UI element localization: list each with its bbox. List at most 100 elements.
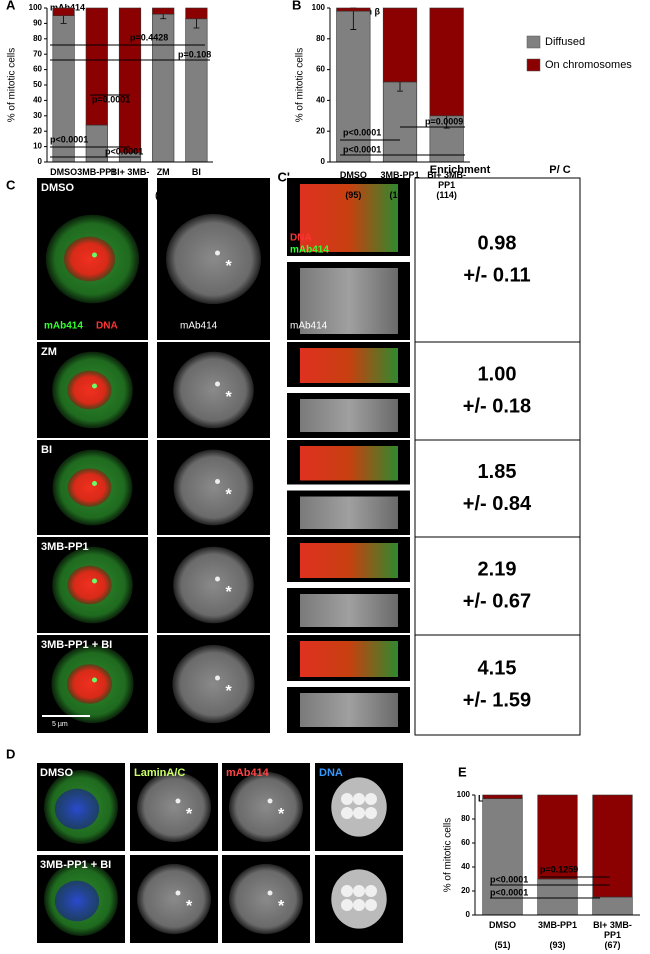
spot: [215, 479, 220, 484]
y-tick-label: 80: [316, 34, 325, 43]
chromatin-blob: [353, 793, 365, 805]
y-tick-label: 50: [33, 80, 42, 89]
asterisk: *: [278, 898, 285, 915]
enrichment-value: 2.19: [478, 558, 517, 580]
p-value: p=0.4428: [130, 32, 168, 42]
crop-label: mAb414: [290, 245, 329, 256]
spot: [215, 250, 220, 256]
y-axis-label: % of mitotic cells: [295, 48, 306, 122]
scale-bar-label: 5 µm: [52, 721, 68, 728]
p-value: p<0.0001: [490, 887, 528, 897]
y-tick-label: 40: [316, 96, 325, 105]
crop-label: mAb414: [290, 321, 328, 332]
row-label: 3MB-PP1: [41, 541, 89, 553]
chromatin-red: [66, 664, 113, 704]
crop-merge-signal: [300, 543, 398, 578]
x-tick-label: DMSO: [339, 170, 367, 180]
spot: [175, 890, 181, 896]
asterisk: *: [226, 584, 233, 601]
row-label: 3MB-PP1 + BI: [41, 639, 112, 651]
bar-segment: [482, 794, 523, 799]
enrichment-error: +/- 0.18: [463, 395, 531, 417]
enrichment-error: +/- 1.59: [463, 689, 531, 711]
count-label: (95): [345, 190, 362, 200]
bar-segment: [429, 7, 464, 117]
bar-segment: [382, 7, 418, 83]
x-tick-label: DMSO: [489, 920, 516, 930]
asterisk: *: [186, 898, 193, 915]
y-tick-label: 60: [461, 838, 470, 847]
crop-grey-signal: [300, 496, 398, 529]
spot: [267, 798, 273, 804]
channel-label: mAb414: [180, 321, 218, 332]
chromatin-red: [67, 468, 112, 507]
enrichment-value: 4.15: [478, 657, 517, 679]
p-value: p=0.0009: [425, 116, 463, 126]
crop-merge-signal: [300, 348, 398, 383]
bar-segment: [537, 878, 578, 916]
bar-segment: [85, 124, 108, 163]
legend-label: On chromosomes: [545, 59, 632, 71]
y-tick-label: 80: [33, 34, 42, 43]
count-label: (202): [86, 190, 108, 200]
x-tick-label: ZM: [156, 167, 170, 177]
y-tick-label: 0: [321, 157, 326, 166]
cell-grey: [137, 863, 211, 935]
spot: [215, 381, 220, 387]
asterisk: *: [226, 487, 233, 504]
x-tick-label: 3MB-PP1: [380, 170, 420, 180]
count-label: (67): [604, 940, 621, 950]
count-label: (192): [119, 190, 141, 200]
panel-label: A: [6, 0, 16, 12]
merge-label: mAb414: [44, 321, 83, 332]
count-label: (182): [53, 190, 75, 200]
cell-grey: [137, 771, 211, 843]
row-label: BI: [41, 444, 52, 456]
legend-swatch: [526, 58, 541, 72]
y-tick-label: 30: [33, 111, 42, 120]
panel-label: D: [6, 746, 15, 761]
cell-grey: [229, 771, 303, 843]
crop-grey-signal: [300, 594, 398, 627]
spot: [92, 383, 97, 389]
crop-label: DNA: [290, 233, 312, 244]
row-label: 3MB-PP1 + BI: [40, 859, 111, 871]
row-label: DMSO: [40, 767, 73, 779]
panel-label: E: [458, 764, 467, 779]
table-cell: [414, 341, 581, 441]
channel-label: mAb414: [226, 767, 270, 779]
x-tick-label: BI+ 3MB-PP1: [593, 920, 632, 940]
chromatin-blob: [353, 885, 365, 897]
p-value: p<0.0001: [490, 874, 528, 884]
channel-label: LaminA/C: [134, 767, 185, 779]
table-header: P/ C: [549, 164, 570, 176]
count-label: (51): [494, 940, 511, 950]
p-value: p=0.0001: [92, 94, 130, 104]
x-tick-label: 3MB-PP1: [77, 167, 117, 177]
chromatin-red: [67, 565, 112, 605]
table-cell: [414, 536, 581, 636]
bar-segment: [118, 7, 142, 154]
bar-segment: [537, 794, 578, 880]
enrichment-value: 1.00: [478, 363, 517, 385]
dna-blue: [54, 880, 100, 922]
chart-title: mAb414: [50, 2, 85, 12]
x-tick-label: BI: [191, 167, 201, 177]
x-tick-label: DMSO: [50, 167, 78, 177]
asterisk: *: [226, 389, 233, 406]
cell-grey: [166, 213, 261, 305]
cell-grey: [173, 351, 254, 429]
y-tick-label: 90: [33, 19, 42, 28]
row-label: DMSO: [41, 182, 74, 194]
y-tick-label: 60: [316, 65, 325, 74]
dna-blue: [54, 788, 100, 830]
bar-segment: [52, 7, 75, 16]
p-value: p<0.0001: [50, 134, 88, 144]
panel-label: C: [6, 177, 16, 192]
p-value: p<0.0001: [105, 146, 143, 156]
enrichment-value: 1.85: [478, 461, 517, 483]
table-cell: [414, 439, 581, 538]
p-value: p<0.0001: [343, 127, 381, 137]
x-tick-label: BI+ 3MB-PP1: [427, 170, 467, 190]
asterisk: *: [278, 806, 285, 823]
